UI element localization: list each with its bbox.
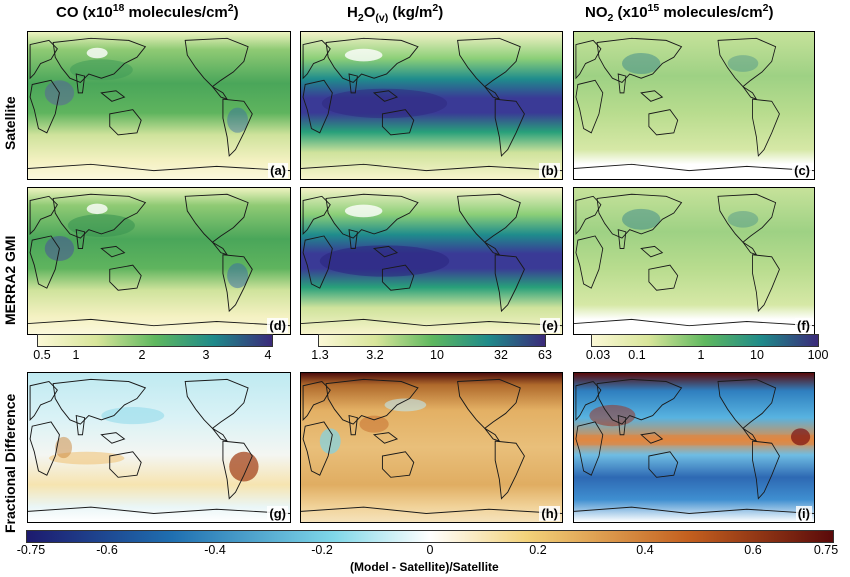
no2-tick: 0.03	[585, 348, 611, 362]
diff-tick: -0.75	[16, 543, 46, 557]
h2o-tick: 3.2	[366, 348, 384, 362]
map-panel-i: (i)	[573, 372, 815, 523]
h2o-tick: 10	[430, 348, 444, 362]
no2-column-title: NO2 (x1015 molecules/cm2)	[585, 2, 774, 24]
diff-tick: -0.6	[96, 543, 118, 557]
co-tick: 0.5	[33, 348, 51, 362]
no2-colorbar	[591, 334, 819, 347]
panel-label-b: (b)	[539, 163, 560, 178]
co-tick: 4	[264, 348, 272, 362]
row-label-satellite: Satellite	[2, 96, 18, 150]
h2o-tick: 63	[538, 348, 552, 362]
panel-label-i: (i)	[795, 506, 812, 521]
map-panel-b: (b)	[300, 31, 563, 180]
h2o-tick: 32	[494, 348, 508, 362]
no2-tick: 10	[750, 348, 764, 362]
panel-label-a: (a)	[268, 163, 288, 178]
diff-tick: 0	[426, 543, 434, 557]
panel-label-g: (g)	[267, 506, 288, 521]
panel-label-c: (c)	[792, 163, 812, 178]
panel-label-h: (h)	[539, 506, 560, 521]
panel-label-d: (d)	[267, 318, 288, 333]
co-tick: 3	[202, 348, 210, 362]
map-panel-a: (a)	[27, 31, 291, 180]
diff-tick: 0.75	[813, 543, 839, 557]
row-label-merra: MERRA2 GMI	[2, 235, 18, 325]
h2o-colorbar	[318, 334, 546, 347]
panel-label-e: (e)	[540, 318, 560, 333]
diff-colorbar-label: (Model - Satellite)/Satellite	[350, 560, 499, 574]
no2-tick: 100	[807, 348, 829, 362]
co-column-title: CO (x1018 molecules/cm2)	[56, 2, 239, 21]
map-panel-f: (f)	[573, 187, 815, 335]
map-panel-g: (g)	[27, 372, 291, 523]
h2o-tick: 1.3	[311, 348, 329, 362]
co-tick: 2	[138, 348, 146, 362]
map-panel-h: (h)	[300, 372, 563, 523]
panel-label-f: (f)	[795, 318, 812, 333]
map-panel-e: (e)	[300, 187, 563, 335]
row-label-fracdiff: Fractional Difference	[2, 393, 18, 533]
diff-tick: 0.4	[636, 543, 654, 557]
co-tick: 1	[72, 348, 80, 362]
no2-tick: 0.1	[628, 348, 646, 362]
diff-tick: 0.6	[744, 543, 762, 557]
co-colorbar	[37, 334, 273, 347]
diff-tick: -0.4	[204, 543, 226, 557]
diff-colorbar	[26, 530, 834, 543]
h2o-column-title: H2O(v) (kg/m2)	[347, 2, 444, 24]
diff-tick: 0.2	[529, 543, 547, 557]
map-panel-c: (c)	[573, 31, 815, 180]
diff-tick: -0.2	[311, 543, 333, 557]
no2-tick: 1	[697, 348, 705, 362]
map-panel-d: (d)	[27, 187, 291, 335]
